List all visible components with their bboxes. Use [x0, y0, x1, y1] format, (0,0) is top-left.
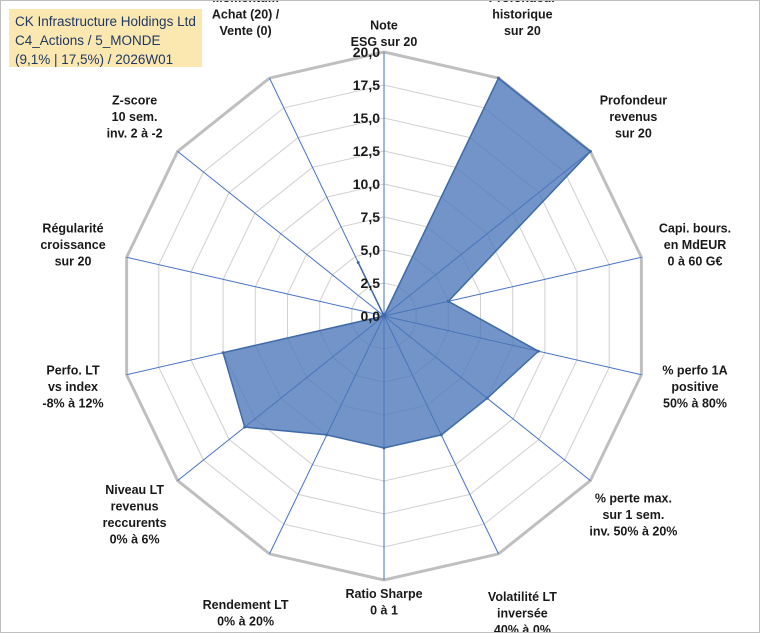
tick-label: 2,5	[361, 275, 381, 291]
data-point	[485, 396, 489, 400]
axis-label-line: revenus	[111, 500, 159, 514]
tick-label: 15,0	[353, 110, 380, 126]
data-series	[221, 76, 592, 450]
data-point	[536, 349, 540, 353]
axis-label-line: Z-score	[112, 94, 157, 108]
data-point	[439, 433, 443, 437]
company-name: CK Infrastructure Holdings Ltd	[15, 14, 196, 29]
axis-label-line: Achat (20) /	[212, 8, 280, 22]
axis-label-line: Profondeur	[600, 94, 667, 108]
axis-label-line: croissance	[40, 238, 105, 252]
axis-label-line: 0 à 1	[370, 604, 398, 618]
axis-label-line: positive	[671, 380, 718, 394]
axis-label-line: en MdEUR	[664, 238, 727, 252]
axis-label-line: Perfo. LT	[46, 364, 100, 378]
axis-label-line: Ratio Sharpe	[345, 587, 422, 601]
axis-label-line: % perte max.	[595, 491, 672, 505]
axis-label-line: reccurents	[103, 516, 167, 530]
axis-spoke	[177, 151, 385, 317]
axis-spoke	[126, 256, 385, 317]
axis-label-line: inversée	[497, 606, 548, 620]
axis-label: Note ESG sur 20	[351, 19, 418, 50]
axis-label-line: ESG sur 20	[351, 35, 418, 49]
tick-label: 5,0	[361, 242, 381, 258]
axis-label-line: revenus	[609, 110, 657, 124]
portfolio-name: C4_Actions / 5_MONDE	[15, 33, 161, 48]
axis-label-line: Niveau LT	[105, 483, 164, 497]
axis-label-line: 0% à 6%	[110, 533, 160, 547]
axis-label-line: -8% à 12%	[42, 397, 103, 411]
axis-label-line: Régularité	[42, 222, 103, 236]
axis-label-line: 50% à 80%	[663, 397, 727, 411]
tick-label: 10,0	[353, 176, 380, 192]
axis-label: Régularité croissance sur 20	[40, 222, 105, 269]
axis-label-line: vs index	[48, 380, 98, 394]
axis-label-line: Vente (0)	[220, 24, 272, 38]
axis-label-line: sur 1 sem.	[602, 508, 664, 522]
axis-label-line: sur 20	[504, 24, 541, 38]
axis-label: Capi. bours. en MdEUR 0 à 60 G€	[659, 222, 731, 269]
data-point	[356, 261, 360, 264]
axis-label-line: historique	[492, 8, 552, 22]
axis-label-line: Rendement LT	[203, 598, 289, 612]
axis-label-line: Volatilité LT	[488, 590, 557, 604]
axis-label-line: 0 à 60 G€	[668, 255, 723, 269]
axis-label: % perte max. sur 1 sem. inv. 50% à 20%	[589, 491, 677, 538]
data-point	[221, 351, 225, 355]
axis-label: Profondeur historique sur 20	[489, 1, 556, 38]
tick-label: 12,5	[353, 143, 380, 159]
data-point	[446, 299, 450, 303]
axis-label-line: 40% à 0%	[494, 623, 551, 632]
axis-label: Ratio Sharpe 0 à 1	[345, 587, 422, 618]
axis-label-line: sur 20	[55, 255, 92, 269]
tick-label: 17,5	[353, 77, 380, 93]
data-point	[382, 314, 386, 318]
series-area	[222, 76, 592, 449]
axis-label: Rendement LT 0% à 20%	[203, 598, 289, 629]
axis-label-line: Momentum	[212, 1, 279, 5]
axis-label-line: sur 20	[615, 127, 652, 141]
axis-label-line: 10 sem.	[112, 110, 158, 124]
axis-label: Z-score 10 sem. inv. 2 à -2	[107, 94, 163, 141]
axis-label: Volatilité LT inversée 40% à 0%	[488, 590, 557, 632]
axis-label-line: 0% à 20%	[217, 615, 274, 629]
axis-label: Perfo. LT vs index -8% à 12%	[42, 364, 103, 411]
tick-label: 7,5	[361, 209, 381, 225]
period-info: (9,1% | 17,5%) / 2026W01	[15, 52, 174, 67]
axis-label-line: Capi. bours.	[659, 222, 731, 236]
axis-label-line: Note	[370, 19, 398, 33]
tick-label: 0,0	[361, 308, 381, 324]
data-point	[497, 76, 500, 80]
axis-label: Momentum Achat (20) / Vente (0)	[212, 1, 280, 38]
axis-label: % perfo 1A positive 50% à 80%	[662, 364, 727, 411]
axis-label: Niveau LT revenus reccurents 0% à 6%	[103, 483, 167, 546]
axis-label: Profondeur revenus sur 20	[600, 94, 667, 141]
tick-label: 20,0	[353, 44, 380, 60]
axis-label-line: % perfo 1A	[662, 364, 727, 378]
data-point	[382, 446, 386, 450]
axis-labels: Note ESG sur 20 Profondeur historique sur 20…	[40, 1, 731, 632]
radial-tick-labels: 0,0 2,5 5,0 7,5 10,0 12,5 15,0 17,5 20,0	[353, 44, 380, 324]
data-point	[243, 425, 247, 429]
axis-label-line: inv. 2 à -2	[107, 127, 163, 141]
data-point	[325, 433, 329, 437]
axis-label-line: inv. 50% à 20%	[589, 524, 677, 538]
axis-label-line: Profondeur	[489, 1, 556, 5]
data-point	[588, 149, 592, 153]
title-box: CK Infrastructure Holdings Ltd C4_Action…	[9, 9, 202, 67]
